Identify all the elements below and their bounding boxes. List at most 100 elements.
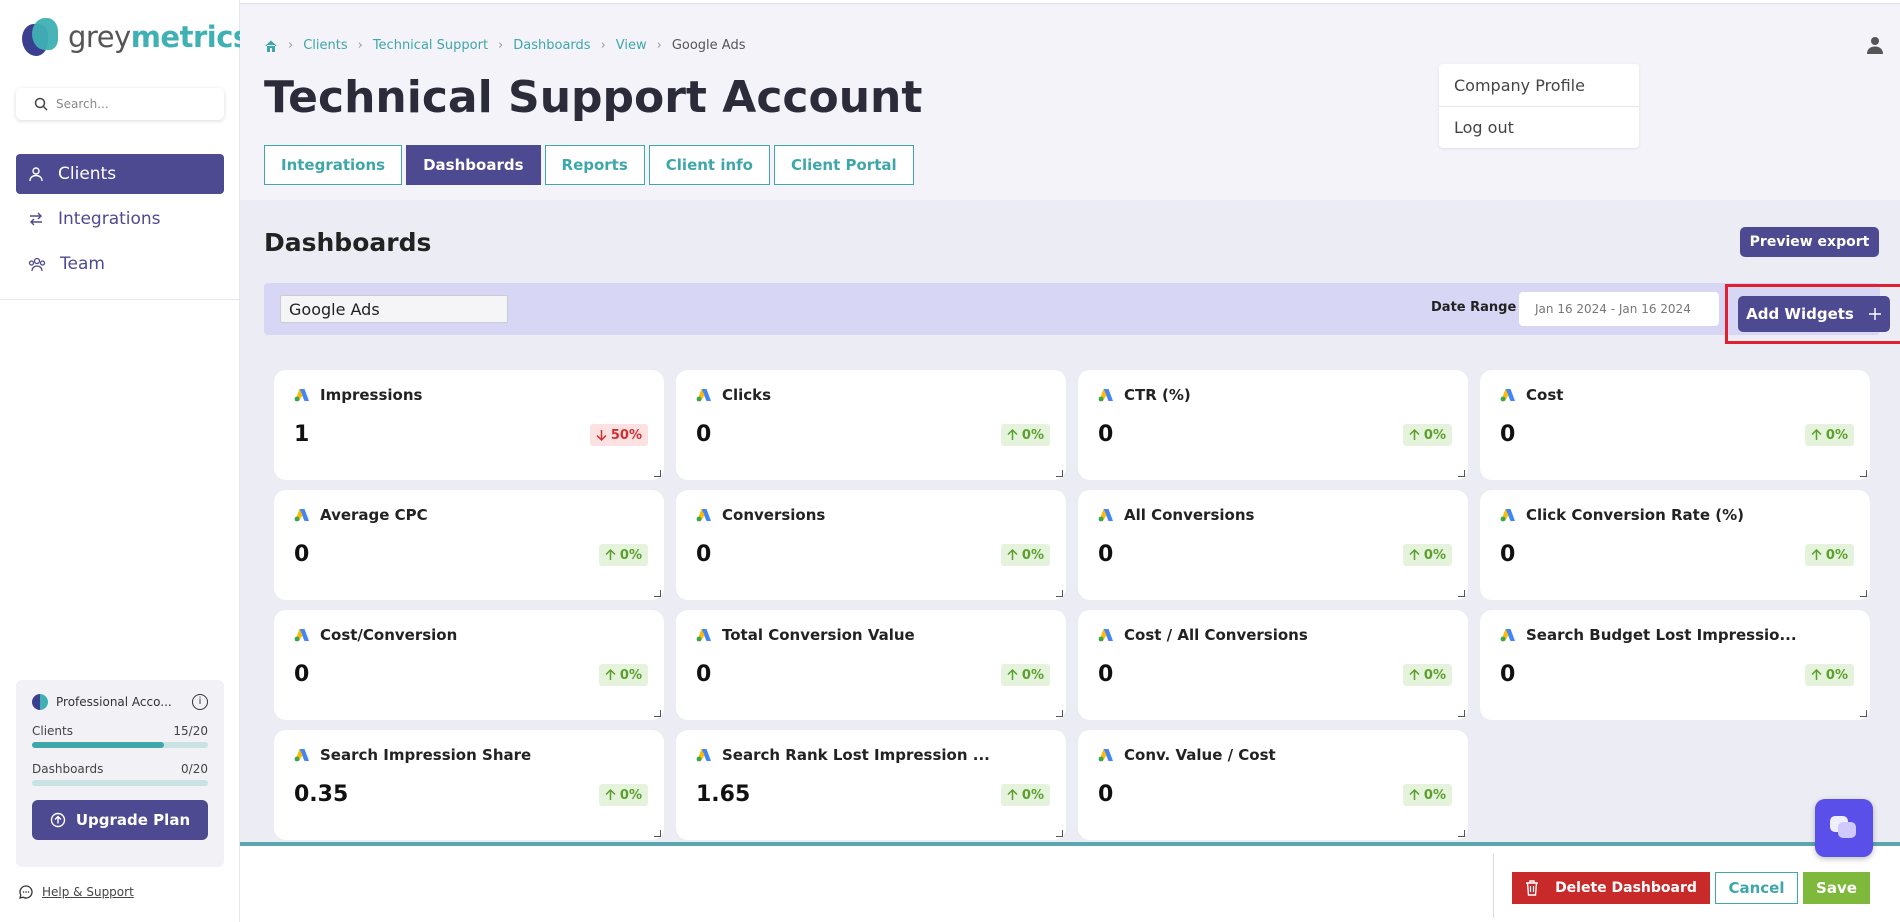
metric-widget[interactable]: Average CPC 0 0%: [274, 490, 664, 600]
tab-reports[interactable]: Reports: [544, 145, 645, 185]
widget-header: Search Impression Share: [294, 746, 644, 764]
chat-widget-button[interactable]: [1815, 799, 1873, 857]
user-avatar-icon[interactable]: [1866, 36, 1884, 54]
highlight-frame: Add Widgets: [1725, 284, 1900, 344]
widget-value: 0: [1500, 662, 1516, 687]
metric-widget[interactable]: Conv. Value / Cost 0 0%: [1078, 730, 1468, 840]
metric-widget[interactable]: Search Budget Lost Impressio... 0 0%: [1480, 610, 1870, 720]
brand-logo[interactable]: greymetrics: [20, 18, 250, 56]
footer-action-bar: Delete Dashboard Cancel Save: [240, 842, 1900, 922]
arrow-up-icon: [605, 669, 616, 680]
resize-handle-icon[interactable]: [1458, 710, 1465, 717]
info-icon[interactable]: i: [192, 694, 208, 710]
delete-dashboard-button[interactable]: Delete Dashboard: [1512, 872, 1710, 904]
resize-handle-icon[interactable]: [654, 590, 661, 597]
widget-title: Clicks: [722, 386, 772, 404]
upgrade-plan-button[interactable]: Upgrade Plan: [32, 800, 208, 840]
breadcrumb-separator: ›: [498, 38, 504, 53]
arrow-up-icon: [1409, 429, 1420, 440]
arrow-up-icon: [1409, 669, 1420, 680]
metric-widget[interactable]: Cost / All Conversions 0 0%: [1078, 610, 1468, 720]
tab-dashboards[interactable]: Dashboards: [406, 145, 541, 185]
tab-integrations[interactable]: Integrations: [264, 145, 403, 185]
metric-widget[interactable]: Conversions 0 0%: [676, 490, 1066, 600]
tab-bar: Integrations Dashboards Reports Client i…: [264, 145, 914, 185]
delete-dashboard-label: Delete Dashboard: [1555, 880, 1697, 896]
resize-handle-icon[interactable]: [654, 830, 661, 837]
tab-client-info[interactable]: Client info: [648, 145, 770, 185]
widget-header: Cost / All Conversions: [1098, 626, 1448, 644]
change-value: 0%: [619, 547, 642, 563]
google-ads-icon: [696, 509, 711, 522]
menu-item-log-out[interactable]: Log out: [1439, 106, 1639, 148]
resize-handle-icon[interactable]: [1860, 590, 1867, 597]
widget-title: Cost / All Conversions: [1124, 626, 1308, 644]
widget-title: Search Budget Lost Impressio...: [1526, 626, 1797, 644]
resize-handle-icon[interactable]: [1458, 830, 1465, 837]
change-badge: 0%: [1402, 424, 1452, 446]
sidebar-item-clients[interactable]: Clients: [16, 154, 224, 194]
widget-grid: Impressions 1 50% Clicks 0 0% CTR (%) 0 0% Cost 0 0…: [274, 370, 1870, 840]
change-value: 0%: [1423, 667, 1446, 683]
dashboard-name-input[interactable]: Google Ads: [280, 295, 508, 323]
metric-widget[interactable]: Impressions 1 50%: [274, 370, 664, 480]
resize-handle-icon[interactable]: [1056, 470, 1063, 477]
help-support-link[interactable]: Help & Support: [18, 884, 134, 900]
widget-value: 0: [696, 422, 712, 447]
widget-title: All Conversions: [1124, 506, 1255, 524]
preview-export-button[interactable]: Preview export: [1740, 227, 1879, 257]
resize-handle-icon[interactable]: [1458, 590, 1465, 597]
sidebar: greymetrics Search... Clients Integratio…: [0, 0, 250, 922]
change-badge: 0%: [598, 664, 648, 686]
resize-handle-icon[interactable]: [1056, 710, 1063, 717]
change-value: 0%: [1423, 427, 1446, 443]
metric-widget[interactable]: Clicks 0 0%: [676, 370, 1066, 480]
arrow-up-icon: [1811, 549, 1822, 560]
change-badge: 0%: [1804, 664, 1854, 686]
resize-handle-icon[interactable]: [1860, 470, 1867, 477]
change-value: 0%: [1021, 787, 1044, 803]
resize-handle-icon[interactable]: [1458, 470, 1465, 477]
metric-widget[interactable]: Click Conversion Rate (%) 0 0%: [1480, 490, 1870, 600]
google-ads-icon: [294, 749, 309, 762]
sidebar-item-integrations[interactable]: Integrations: [16, 199, 224, 239]
home-icon[interactable]: [264, 39, 278, 53]
tab-client-portal[interactable]: Client Portal: [773, 145, 914, 185]
metric-widget[interactable]: Search Impression Share 0.35 0%: [274, 730, 664, 840]
metric-widget[interactable]: Cost 0 0%: [1480, 370, 1870, 480]
date-range-input[interactable]: Jan 16 2024 - Jan 16 2024: [1519, 292, 1719, 326]
widget-title: Search Impression Share: [320, 746, 532, 764]
breadcrumb-separator: ›: [656, 38, 662, 53]
menu-item-company-profile[interactable]: Company Profile: [1454, 75, 1585, 95]
breadcrumb-dashboards[interactable]: Dashboards: [513, 38, 591, 53]
help-support-label: Help & Support: [42, 885, 134, 899]
sidebar-item-team[interactable]: Team: [16, 244, 224, 284]
cancel-button[interactable]: Cancel: [1715, 872, 1798, 904]
widget-header: Clicks: [696, 386, 1046, 404]
clients-meter-label: Clients: [32, 724, 73, 738]
metric-widget[interactable]: CTR (%) 0 0%: [1078, 370, 1468, 480]
arrow-up-icon: [1811, 669, 1822, 680]
metric-widget[interactable]: Total Conversion Value 0 0%: [676, 610, 1066, 720]
widget-value: 0: [1098, 422, 1114, 447]
arrows-icon: [30, 212, 42, 226]
google-ads-icon: [1500, 389, 1515, 402]
breadcrumb-technical-support[interactable]: Technical Support: [372, 38, 489, 53]
widget-header: Conv. Value / Cost: [1098, 746, 1448, 764]
metric-widget[interactable]: All Conversions 0 0%: [1078, 490, 1468, 600]
breadcrumb-clients[interactable]: Clients: [303, 38, 348, 53]
metric-widget[interactable]: Cost/Conversion 0 0%: [274, 610, 664, 720]
metric-widget[interactable]: Search Rank Lost Impression ... 1.65 0%: [676, 730, 1066, 840]
resize-handle-icon[interactable]: [1860, 710, 1867, 717]
resize-handle-icon[interactable]: [654, 470, 661, 477]
save-button[interactable]: Save: [1803, 872, 1870, 904]
change-value: 0%: [1825, 427, 1848, 443]
breadcrumb-view[interactable]: View: [615, 38, 647, 53]
add-widgets-button[interactable]: Add Widgets: [1738, 296, 1890, 332]
widget-value: 1.65: [696, 782, 751, 807]
resize-handle-icon[interactable]: [1056, 590, 1063, 597]
search-input[interactable]: Search...: [16, 88, 224, 120]
resize-handle-icon[interactable]: [1056, 830, 1063, 837]
breadcrumb-separator: ›: [357, 38, 363, 53]
resize-handle-icon[interactable]: [654, 710, 661, 717]
